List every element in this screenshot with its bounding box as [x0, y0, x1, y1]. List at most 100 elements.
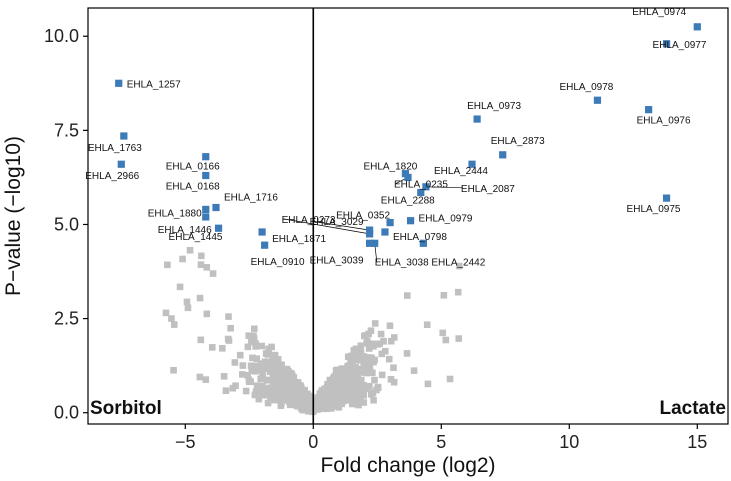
background-point: [258, 342, 266, 350]
gene-label: EHLA_0235: [394, 179, 448, 190]
background-point: [248, 338, 255, 346]
background-point: [219, 345, 226, 352]
background-point: [351, 382, 359, 389]
background-point: [253, 355, 261, 363]
background-point: [333, 398, 341, 406]
background-point: [196, 373, 204, 381]
background-point: [390, 364, 397, 371]
background-point: [327, 382, 335, 390]
background-point: [355, 352, 362, 360]
gene-label: EHLA_0352: [336, 211, 390, 222]
background-point: [307, 395, 315, 403]
background-point: [162, 309, 170, 317]
background-point: [284, 395, 292, 402]
significant-point: [419, 239, 427, 247]
background-point: [313, 395, 321, 402]
significant-point: [422, 183, 430, 191]
gene-label: EHLA_0273: [282, 215, 336, 226]
background-point: [203, 310, 211, 318]
background-point: [353, 386, 361, 393]
gene-label: EHLA_0975: [627, 204, 681, 215]
background-point: [390, 378, 398, 386]
background-point: [282, 386, 290, 393]
background-point: [302, 397, 309, 404]
background-point: [170, 366, 177, 374]
gene-label: EHLA_0973: [467, 101, 521, 112]
gene-label: EHLA_1257: [127, 79, 181, 90]
background-point: [326, 397, 333, 405]
background-point: [278, 400, 285, 407]
background-point: [371, 376, 378, 384]
background-point: [380, 337, 387, 345]
background-point: [341, 365, 349, 373]
background-point: [358, 389, 366, 396]
significant-point: [371, 239, 379, 247]
background-point: [368, 354, 375, 362]
background-point: [274, 388, 282, 396]
background-point: [197, 336, 205, 344]
x-tick-label: 0: [308, 432, 318, 452]
background-point: [278, 391, 286, 399]
x-tick-label: 5: [436, 432, 446, 452]
y-tick-label: 2.5: [54, 309, 79, 329]
significant-point: [693, 23, 701, 31]
background-point: [341, 376, 348, 384]
background-point: [269, 356, 276, 364]
background-point: [263, 385, 271, 392]
significant-point: [212, 203, 220, 212]
background-point: [244, 372, 251, 379]
x-axis-ticks: −5 0 5 10 15: [175, 424, 707, 452]
label-leader-line: [283, 218, 370, 235]
background-point: [365, 345, 373, 352]
background-point: [370, 343, 377, 350]
label-leader-line: [425, 186, 463, 189]
x-tick-label: 10: [559, 432, 579, 452]
background-point: [263, 376, 271, 384]
gene-label: EHLA_2966: [85, 171, 139, 182]
significant-point: [662, 40, 671, 48]
background-point: [270, 378, 277, 385]
background-point: [276, 365, 284, 372]
background-point: [439, 329, 447, 337]
background-point: [294, 379, 302, 386]
background-point: [261, 358, 269, 366]
background-point: [186, 246, 194, 254]
background-point: [259, 375, 267, 382]
background-point: [252, 388, 260, 395]
background-point: [363, 369, 371, 377]
gene-label: EHLA_0166: [166, 162, 220, 173]
background-point: [261, 389, 269, 397]
significant-point: [499, 151, 507, 159]
gene-label: EHLA_0976: [637, 116, 691, 127]
gene-label: EHLA_0168: [166, 182, 220, 193]
background-point: [321, 385, 328, 393]
background-point: [255, 383, 263, 391]
background-point: [250, 332, 257, 340]
significant-point: [202, 213, 210, 221]
gene-label: EHLA_2444: [434, 166, 488, 177]
background-point: [360, 399, 368, 406]
x-tick-label: 15: [687, 432, 707, 452]
background-point: [305, 407, 312, 415]
background-point: [239, 362, 247, 369]
background-point: [251, 391, 259, 399]
significant-point: [645, 106, 653, 114]
background-point: [242, 387, 250, 395]
gene-label: EHLA_0979: [419, 214, 473, 225]
gene-labels-layer: EHLA_0974 EHLA_0977 EHLA_1257 EHLA_0978 EHLA…: [85, 7, 707, 268]
significant-point: [202, 153, 210, 161]
gene-label: EHLA_2873: [491, 136, 545, 147]
background-point: [357, 349, 365, 356]
background-point: [345, 370, 353, 377]
y-tick-label: 0.0: [54, 403, 79, 423]
background-point: [455, 262, 463, 270]
gene-label: EHLA_0910: [251, 257, 305, 268]
background-point: [248, 367, 256, 375]
significant-point: [381, 228, 389, 236]
background-point: [274, 379, 281, 387]
background-point: [347, 385, 355, 393]
background-point: [273, 394, 281, 402]
significant-point: [417, 188, 425, 197]
background-point: [353, 366, 361, 373]
background-point: [227, 324, 234, 332]
